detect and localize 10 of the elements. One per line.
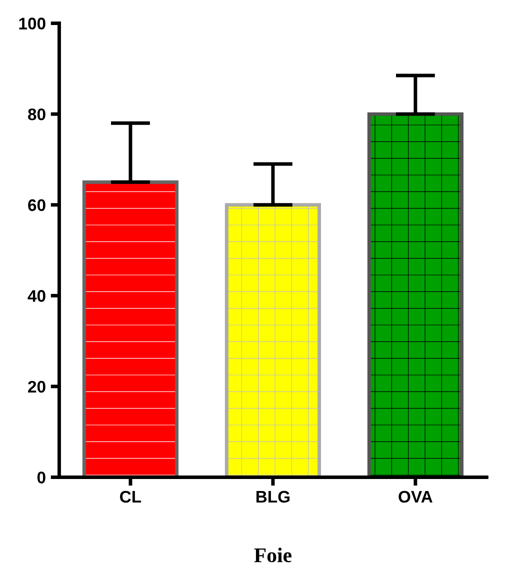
x-tick-label: CL bbox=[120, 490, 142, 503]
y-tick-label: 80 bbox=[28, 108, 46, 120]
y-tick-label: 100 bbox=[19, 18, 46, 30]
y-tick-label: 40 bbox=[28, 290, 46, 302]
y-tick-label: 20 bbox=[28, 380, 46, 393]
y-tick-label: 0 bbox=[37, 472, 46, 484]
y-tick-label: 60 bbox=[28, 199, 46, 212]
x-axis-title: Foie bbox=[254, 548, 292, 562]
x-tick-label: OVA bbox=[398, 490, 432, 503]
x-tick-label: BLG bbox=[256, 490, 290, 503]
